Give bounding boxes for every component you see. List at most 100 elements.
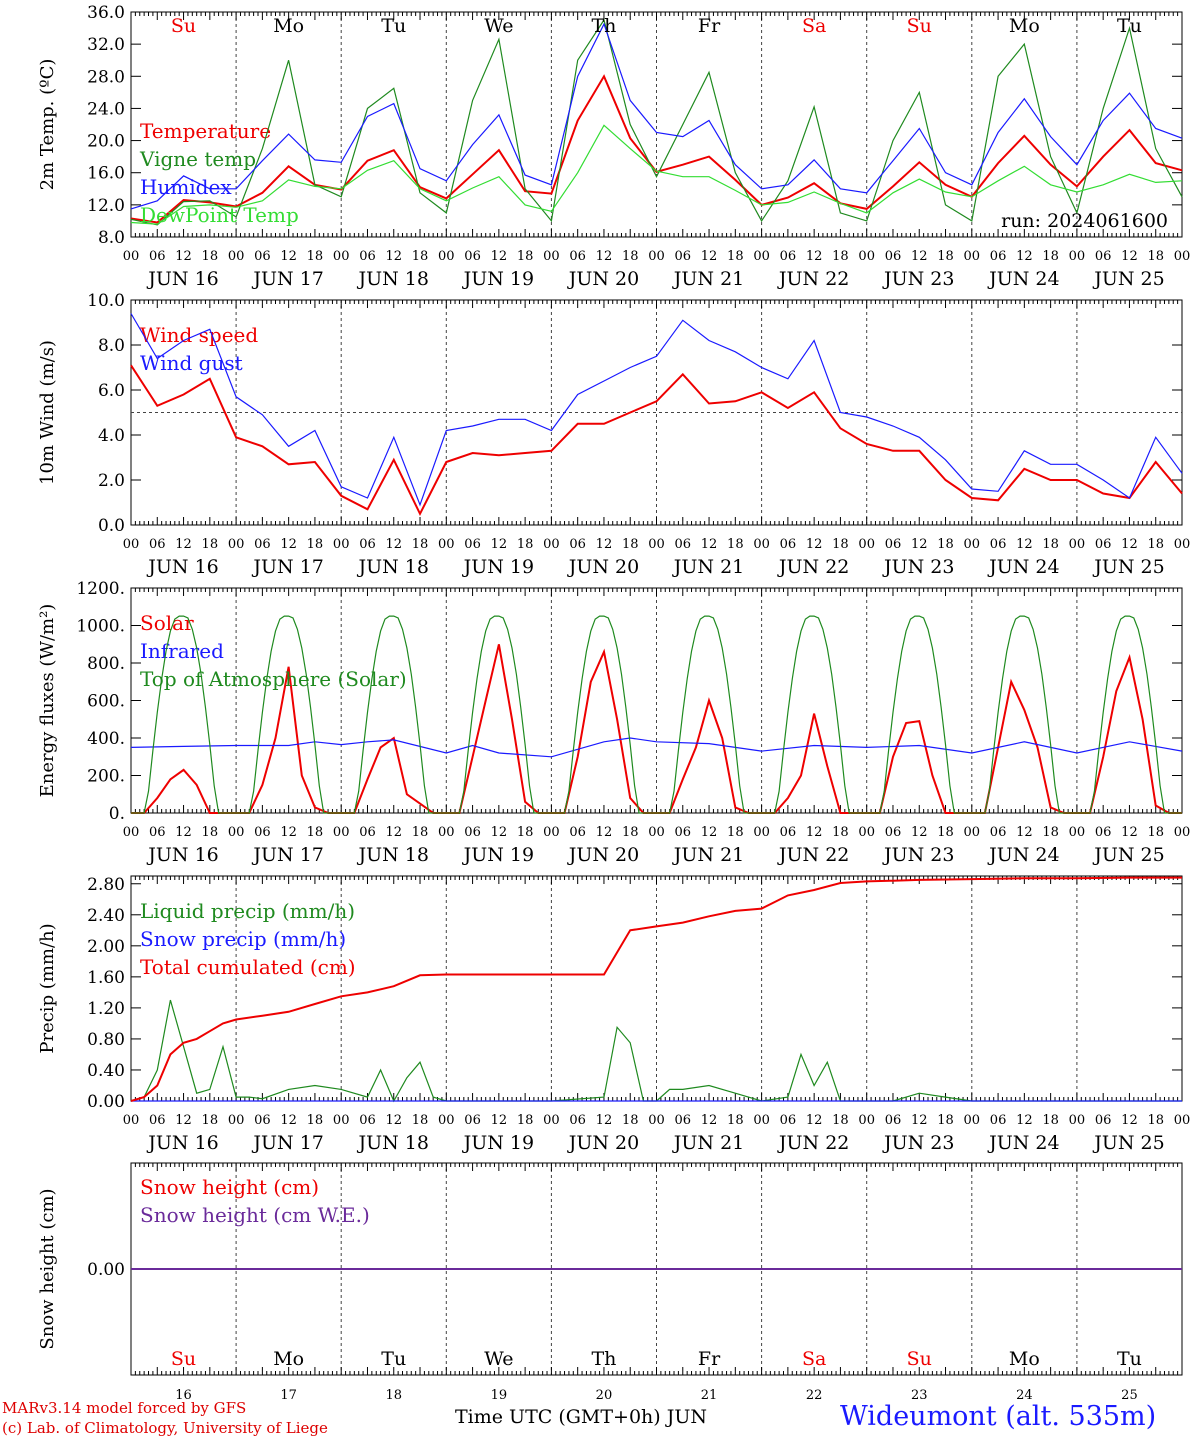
hour-label: 18 bbox=[307, 537, 324, 552]
legend-entry: Humidex bbox=[140, 175, 232, 199]
hour-label: 06 bbox=[464, 1113, 481, 1128]
hour-label: 18 bbox=[307, 1113, 324, 1128]
day-number-label: 24 bbox=[1016, 1388, 1033, 1403]
hour-label: 06 bbox=[254, 249, 271, 264]
hour-label: 00 bbox=[1069, 249, 1086, 264]
hour-label: 00 bbox=[648, 825, 665, 840]
legend-entry: Temperature bbox=[140, 119, 271, 143]
date-label: JUN 19 bbox=[462, 844, 534, 866]
hour-label: 00 bbox=[753, 249, 770, 264]
date-label: JUN 16 bbox=[146, 1132, 218, 1154]
hour-label: 18 bbox=[832, 825, 849, 840]
weekday-label: Su bbox=[171, 15, 196, 37]
series-line bbox=[130, 22, 1183, 210]
hour-label: 00 bbox=[1174, 1113, 1191, 1128]
hour-label: 12 bbox=[385, 1113, 402, 1128]
hour-label: 12 bbox=[701, 1113, 718, 1128]
hour-label: 00 bbox=[1174, 249, 1191, 264]
station-name: Wideumont (alt. 535m) bbox=[840, 1401, 1157, 1432]
y-tick-label: 200. bbox=[87, 767, 125, 787]
y-tick-label: 600. bbox=[87, 692, 125, 712]
hour-label: 12 bbox=[175, 1113, 192, 1128]
hour-label: 12 bbox=[1121, 825, 1138, 840]
hour-label: 06 bbox=[254, 825, 271, 840]
date-label: JUN 24 bbox=[987, 1132, 1059, 1154]
y-tick-label: 400. bbox=[87, 729, 125, 749]
series-line bbox=[130, 876, 1182, 1102]
hour-label: 12 bbox=[806, 537, 823, 552]
date-label: JUN 17 bbox=[251, 1132, 323, 1154]
date-label: JUN 23 bbox=[882, 1132, 954, 1154]
y-tick-label: 24.0 bbox=[87, 99, 125, 119]
legend-entry: Vigne temp bbox=[139, 147, 256, 171]
y-tick-label: 36.0 bbox=[87, 3, 125, 23]
y-tick-label: 0.0 bbox=[98, 516, 125, 536]
y-axis-label: Energy fluxes (W/m²) bbox=[37, 604, 58, 798]
hour-label: 06 bbox=[675, 537, 692, 552]
legend-entry: Infrared bbox=[140, 639, 224, 663]
y-tick-label: 2.80 bbox=[87, 875, 125, 895]
hour-label: 12 bbox=[701, 825, 718, 840]
y-tick-label: 2.00 bbox=[87, 937, 125, 957]
hour-label: 18 bbox=[1147, 1113, 1164, 1128]
hour-label: 06 bbox=[254, 537, 271, 552]
series-line bbox=[130, 313, 1183, 507]
date-label: JUN 20 bbox=[567, 268, 639, 290]
weekday-label: Tu bbox=[1117, 15, 1142, 37]
hour-label: 00 bbox=[648, 1113, 665, 1128]
weekday-label: Th bbox=[591, 1348, 616, 1370]
hour-label: 00 bbox=[753, 537, 770, 552]
date-label: JUN 21 bbox=[672, 268, 744, 290]
hour-label: 12 bbox=[175, 825, 192, 840]
hour-label: 18 bbox=[937, 249, 954, 264]
hour-label: 06 bbox=[780, 825, 797, 840]
hour-label: 18 bbox=[412, 825, 429, 840]
weekday-label: We bbox=[484, 15, 513, 37]
hour-label: 06 bbox=[885, 1113, 902, 1128]
weekday-label: Mo bbox=[273, 15, 304, 37]
run-annotation: run: 2024061600 bbox=[1001, 210, 1168, 232]
date-label: JUN 16 bbox=[146, 556, 218, 578]
hour-label: 12 bbox=[596, 537, 613, 552]
hour-label: 06 bbox=[569, 249, 586, 264]
hour-label: 12 bbox=[491, 1113, 508, 1128]
legend-entry: Snow height (cm) bbox=[140, 1175, 319, 1199]
y-tick-label: 4.0 bbox=[98, 426, 125, 446]
hour-label: 18 bbox=[622, 1113, 639, 1128]
hour-label: 00 bbox=[123, 249, 140, 264]
y-tick-label: 2.40 bbox=[87, 906, 125, 926]
hour-label: 18 bbox=[307, 825, 324, 840]
hour-label: 06 bbox=[464, 249, 481, 264]
day-number-label: 17 bbox=[280, 1388, 297, 1403]
hour-label: 06 bbox=[780, 1113, 797, 1128]
hour-label: 12 bbox=[280, 1113, 297, 1128]
date-label: JUN 22 bbox=[777, 844, 849, 866]
hour-label: 00 bbox=[123, 825, 140, 840]
y-axis-label: 10m Wind (m/s) bbox=[37, 340, 58, 485]
date-label: JUN 21 bbox=[672, 556, 744, 578]
hour-label: 12 bbox=[806, 825, 823, 840]
hour-label: 12 bbox=[806, 249, 823, 264]
hour-label: 00 bbox=[228, 537, 245, 552]
hour-label: 12 bbox=[596, 249, 613, 264]
legend-entry: DewPoint Temp bbox=[140, 203, 299, 227]
date-label: JUN 18 bbox=[357, 844, 429, 866]
hour-label: 06 bbox=[149, 249, 166, 264]
hour-label: 00 bbox=[438, 249, 455, 264]
hour-label: 06 bbox=[149, 1113, 166, 1128]
hour-label: 06 bbox=[359, 537, 376, 552]
hour-label: 06 bbox=[1095, 1113, 1112, 1128]
hour-label: 18 bbox=[622, 825, 639, 840]
y-tick-label: 0.00 bbox=[87, 1092, 125, 1112]
hour-label: 06 bbox=[359, 249, 376, 264]
y-tick-label: 6.0 bbox=[98, 381, 125, 401]
hour-label: 18 bbox=[832, 1113, 849, 1128]
hour-label: 06 bbox=[149, 537, 166, 552]
date-label: JUN 21 bbox=[672, 1132, 744, 1154]
series-line bbox=[130, 74, 1183, 224]
hour-label: 06 bbox=[1095, 537, 1112, 552]
hour-label: 06 bbox=[464, 825, 481, 840]
hour-label: 00 bbox=[964, 249, 981, 264]
hour-label: 06 bbox=[1095, 249, 1112, 264]
hour-label: 18 bbox=[307, 249, 324, 264]
